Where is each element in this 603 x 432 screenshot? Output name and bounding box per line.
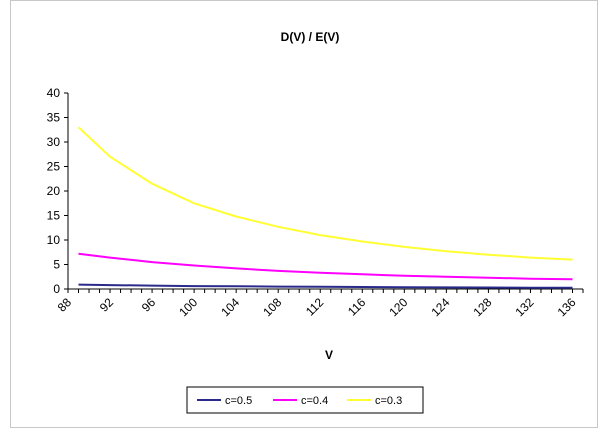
x-tick-label: 132 bbox=[513, 295, 537, 319]
x-axis-title: V bbox=[325, 348, 333, 362]
chart-frame: D(V) / E(V) 0 5 10 15 20 25 30 35 40 88 92 96 100 104… bbox=[10, 0, 598, 428]
x-tick-label: 104 bbox=[218, 295, 242, 319]
x-tick-label: 136 bbox=[555, 295, 579, 319]
y-tick-label: 15 bbox=[47, 209, 61, 223]
y-tick-label: 10 bbox=[47, 233, 61, 247]
x-tick-label: 92 bbox=[97, 295, 117, 315]
y-tick-label: 40 bbox=[47, 86, 61, 100]
legend: c=0.5 c=0.4 c=0.3 bbox=[186, 386, 424, 414]
chart-title: D(V) / E(V) bbox=[281, 30, 340, 44]
legend-box bbox=[186, 386, 424, 414]
line-chart: D(V) / E(V) 0 5 10 15 20 25 30 35 40 88 92 96 100 104… bbox=[47, 30, 584, 414]
y-tick-label: 0 bbox=[53, 282, 60, 296]
y-tick-label: 30 bbox=[47, 135, 61, 149]
x-tick-label: 112 bbox=[303, 295, 327, 319]
series-line-c=0.3 bbox=[77, 126, 573, 261]
x-tick-label: 96 bbox=[139, 295, 159, 315]
series-line-c=0.4 bbox=[78, 252, 573, 281]
legend-label-c=0.3: c=0.3 bbox=[375, 395, 402, 407]
plot-area: 0 5 10 15 20 25 30 35 40 88 92 96 100 104 108 112 116 120… bbox=[47, 86, 584, 319]
x-tick-label: 108 bbox=[260, 295, 284, 319]
series-line-c=0.5 bbox=[78, 283, 573, 289]
y-tick-label: 5 bbox=[53, 258, 60, 272]
x-tick-label: 88 bbox=[55, 295, 75, 315]
legend-label-c=0.4: c=0.4 bbox=[301, 395, 328, 407]
y-tick-label: 25 bbox=[47, 160, 61, 174]
x-tick-label: 116 bbox=[345, 295, 369, 319]
x-tick-label: 128 bbox=[470, 295, 494, 319]
x-tick-label: 100 bbox=[176, 295, 200, 319]
x-tick-label: 120 bbox=[386, 295, 410, 319]
y-tick-label: 35 bbox=[47, 111, 61, 125]
legend-label-c=0.5: c=0.5 bbox=[225, 395, 252, 407]
y-tick-label: 20 bbox=[47, 184, 61, 198]
x-tick-label: 124 bbox=[428, 295, 452, 319]
